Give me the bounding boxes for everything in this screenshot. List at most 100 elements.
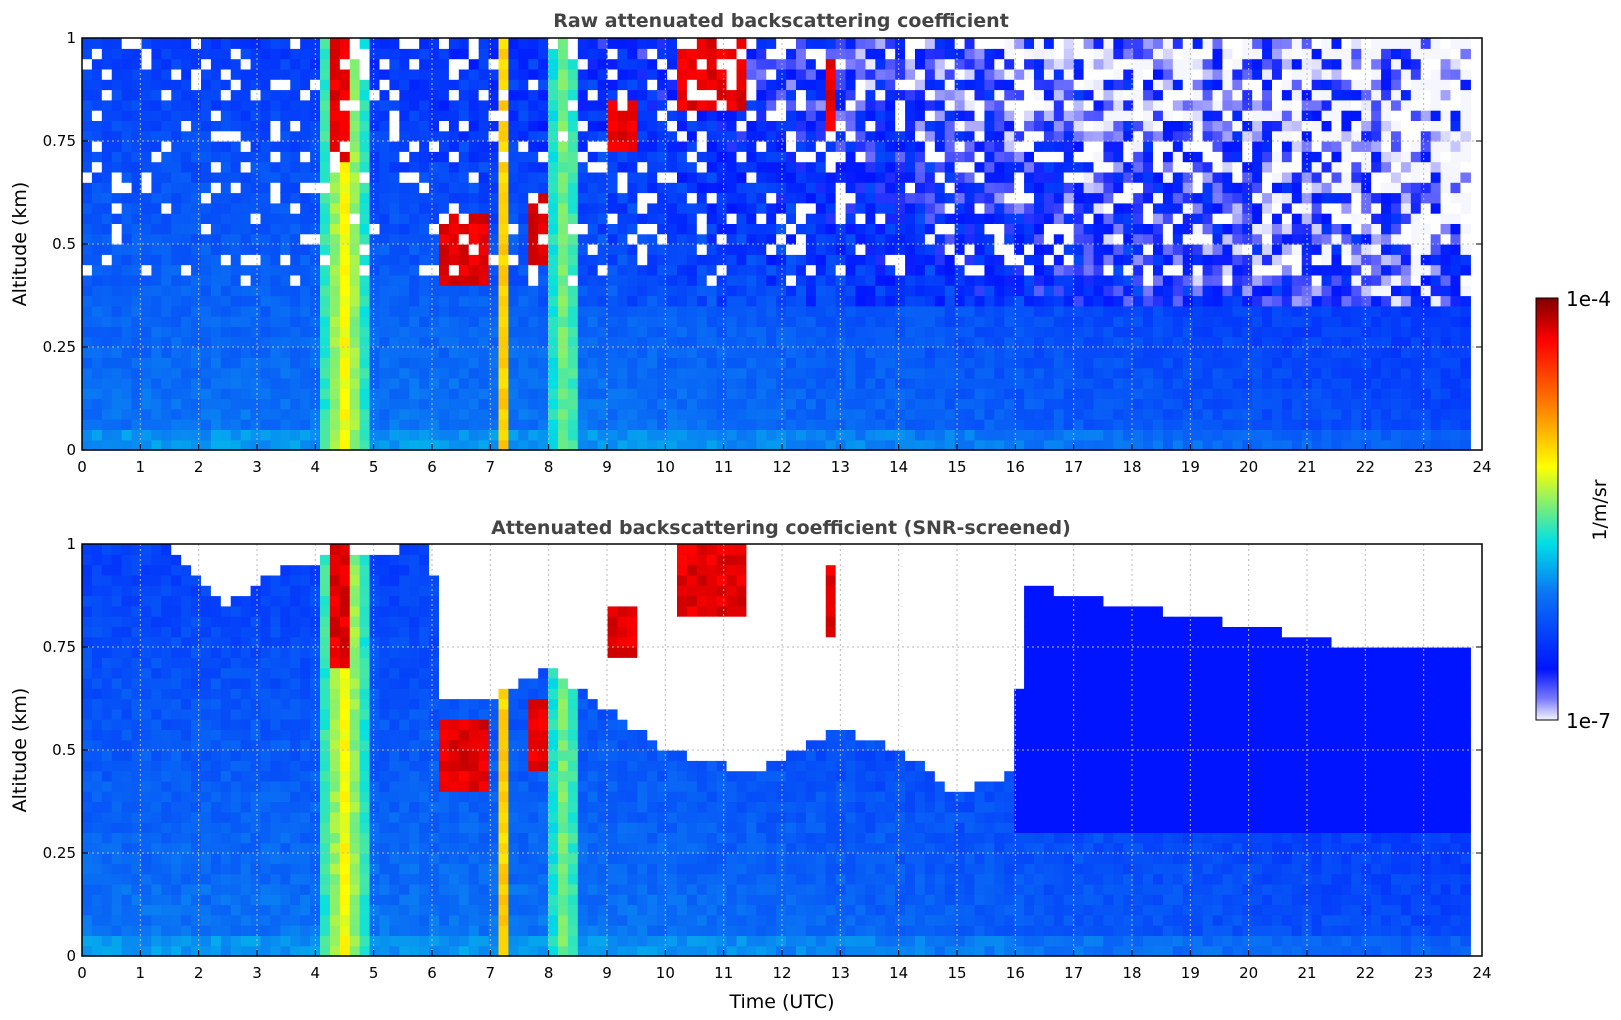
heatmap-cell [766, 336, 777, 348]
heatmap-cell [478, 151, 490, 163]
heatmap-cell [1222, 285, 1233, 297]
heatmap-cell [1162, 48, 1174, 60]
heatmap-cell [607, 254, 619, 266]
heatmap-cell [924, 223, 936, 235]
heatmap-cell [627, 120, 638, 132]
heatmap-cell [1262, 223, 1273, 235]
heatmap-cell [201, 151, 212, 163]
heatmap-cell [677, 213, 688, 224]
heatmap-cell [1053, 367, 1065, 379]
heatmap-cell [141, 254, 153, 266]
heatmap-cell [101, 367, 113, 379]
heatmap-cell [280, 367, 291, 379]
heatmap-cell [1281, 419, 1293, 430]
heatmap-cell [915, 38, 926, 49]
heatmap-cell [141, 419, 153, 430]
heatmap-cell [766, 161, 777, 173]
heatmap-cell [498, 326, 510, 338]
heatmap-cell [201, 141, 212, 152]
heatmap-cell [984, 326, 995, 338]
heatmap-cell [905, 419, 916, 430]
heatmap-cell [835, 192, 847, 204]
heatmap-cell [101, 79, 113, 91]
heatmap-cell [885, 68, 896, 80]
heatmap-cell [597, 429, 609, 441]
heatmap-cell [1202, 213, 1214, 224]
heatmap-cell [1311, 326, 1323, 338]
heatmap-cell [508, 274, 519, 286]
heatmap-cell [181, 419, 192, 430]
heatmap-cell [230, 48, 242, 60]
heatmap-cell [1202, 58, 1214, 70]
heatmap-cell [1063, 89, 1075, 101]
heatmap-cell [706, 274, 718, 286]
heatmap-cell [151, 367, 162, 379]
heatmap-cell [597, 254, 609, 266]
heatmap-cell [260, 38, 272, 49]
heatmap-cell [825, 213, 837, 224]
heatmap-cell [677, 223, 688, 235]
heatmap-cell [210, 161, 222, 173]
heatmap-cell [290, 274, 301, 286]
heatmap-cell [478, 326, 490, 338]
heatmap-cell [101, 357, 113, 369]
heatmap-cell [895, 89, 906, 101]
heatmap-cell [716, 429, 728, 441]
heatmap-cell [1093, 151, 1105, 163]
heatmap-cell [1291, 357, 1303, 369]
heatmap-cell [1093, 213, 1105, 224]
heatmap-cell [1043, 161, 1055, 173]
heatmap-cell [290, 141, 301, 152]
heatmap-cell [409, 419, 420, 430]
heatmap-cell [875, 120, 886, 132]
heatmap-cell [637, 408, 648, 420]
heatmap-cell [528, 161, 539, 173]
heatmap-cell [1222, 38, 1233, 49]
heatmap-cell [260, 439, 272, 451]
heatmap-cell [389, 264, 400, 276]
heatmap-cell [786, 141, 797, 152]
heatmap-cell [1262, 316, 1273, 327]
heatmap-cell [1073, 213, 1085, 224]
heatmap-cell [597, 223, 609, 235]
heatmap-cell [339, 429, 351, 441]
heatmap-cell [329, 79, 341, 91]
heatmap-cell [895, 419, 906, 430]
heatmap-cell [528, 367, 539, 379]
heatmap-cell [716, 316, 728, 327]
heatmap-cell [706, 326, 718, 338]
heatmap-cell [419, 326, 430, 338]
heatmap-cell [667, 68, 678, 80]
heatmap-cell [488, 161, 500, 173]
heatmap-cell [944, 347, 956, 358]
heatmap-cell [210, 68, 222, 80]
heatmap-cell [756, 274, 767, 286]
heatmap-cell [280, 79, 291, 91]
heatmap-cell [1113, 79, 1124, 91]
heatmap-cell [786, 419, 797, 430]
heatmap-cell [548, 48, 559, 60]
heatmap-cell [389, 68, 400, 80]
heatmap-cell [677, 316, 688, 327]
heatmap-cell [885, 398, 896, 410]
heatmap-cell [468, 388, 480, 400]
heatmap-cell [111, 326, 123, 338]
heatmap-cell [310, 151, 321, 163]
heatmap-cell [359, 347, 371, 358]
heatmap-cell [1093, 347, 1105, 358]
heatmap-cell [458, 305, 470, 317]
heatmap-cell [468, 316, 480, 327]
heatmap-cell [647, 79, 658, 91]
heatmap-cell [1182, 89, 1194, 101]
heatmap-cell [131, 110, 143, 121]
heatmap-cell [786, 58, 797, 70]
heatmap-cell [131, 213, 143, 224]
heatmap-cell [577, 48, 589, 60]
heatmap-cell [696, 68, 708, 80]
heatmap-cell [974, 223, 986, 235]
heatmap-cell [746, 429, 757, 441]
heatmap-cell [835, 213, 847, 224]
heatmap-cell [1053, 357, 1065, 369]
heatmap-cell [1133, 367, 1144, 379]
heatmap-cell [657, 439, 668, 451]
